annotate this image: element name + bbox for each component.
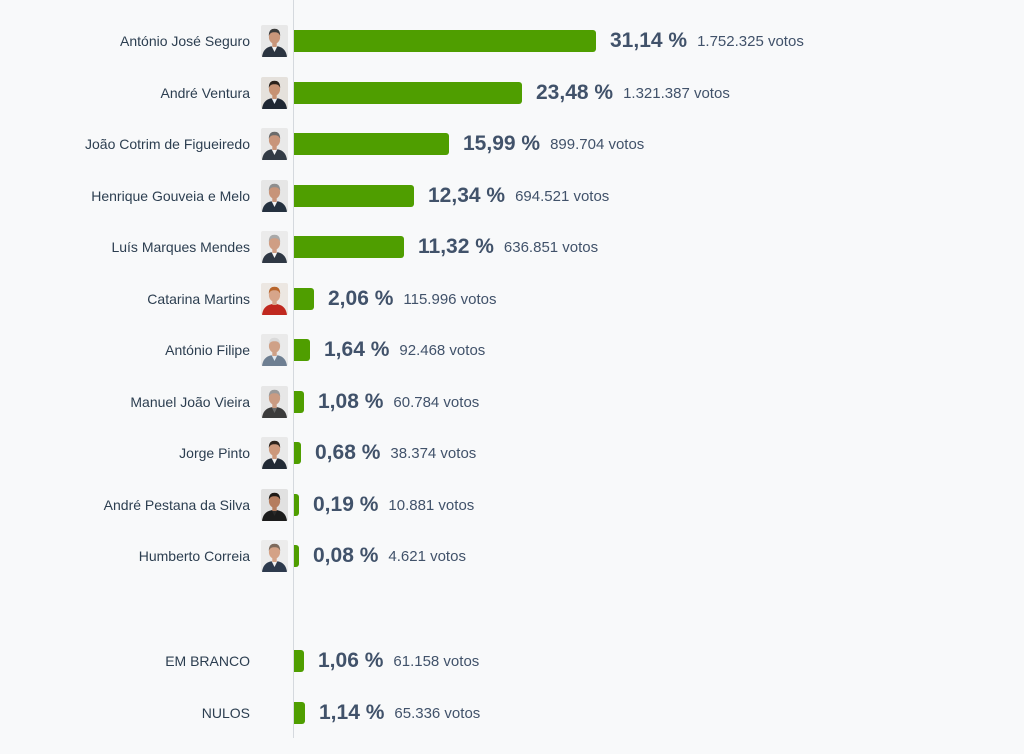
candidate-row: André Ventura 23,48 % 1.321.387 votos bbox=[0, 73, 1024, 113]
candidate-photo-icon bbox=[261, 540, 288, 572]
candidate-bar bbox=[294, 288, 314, 310]
candidate-bar bbox=[294, 494, 299, 516]
candidate-name: Henrique Gouveia e Melo bbox=[91, 188, 250, 204]
candidate-bar bbox=[294, 545, 299, 567]
candidate-row: Humberto Correia 0,08 % 4.621 votos bbox=[0, 536, 1024, 576]
candidate-bar bbox=[294, 133, 449, 155]
candidate-name: Humberto Correia bbox=[138, 548, 250, 564]
candidate-photo-icon bbox=[261, 386, 288, 418]
candidate-photo-icon bbox=[261, 437, 288, 469]
other-row: EM BRANCO 1,06 % 61.158 votos bbox=[0, 641, 1024, 681]
other-percent-label: 1,14 % bbox=[319, 701, 385, 724]
candidate-percent-label: 23,48 % bbox=[536, 81, 614, 104]
candidate-percent-label: 11,32 % bbox=[418, 235, 494, 258]
candidate-votes-label: 60.784 votos bbox=[393, 394, 480, 411]
candidate-votes-label: 115.996 votos bbox=[403, 291, 497, 308]
candidate-row: Manuel João Vieira 1,08 % 60.784 votos bbox=[0, 382, 1024, 422]
candidate-percent-label: 0,19 % bbox=[313, 493, 379, 516]
candidate-photo-icon bbox=[261, 77, 288, 109]
other-bar bbox=[294, 702, 305, 724]
candidate-photo-icon bbox=[261, 231, 288, 263]
candidate-row: Henrique Gouveia e Melo 12,34 % 694.521 v… bbox=[0, 176, 1024, 216]
candidate-name: André Ventura bbox=[160, 85, 250, 101]
candidate-votes-label: 694.521 votos bbox=[515, 188, 610, 205]
candidate-bar bbox=[294, 339, 310, 361]
candidate-votes-label: 899.704 votos bbox=[550, 136, 645, 153]
candidate-bar bbox=[294, 82, 522, 104]
candidate-percent-label: 0,08 % bbox=[313, 544, 379, 567]
other-name: NULOS bbox=[201, 705, 250, 721]
candidate-name: Catarina Martins bbox=[147, 291, 250, 307]
candidate-votes-label: 4.621 votos bbox=[388, 548, 466, 565]
other-percent-label: 1,06 % bbox=[318, 649, 384, 672]
candidate-name: António José Seguro bbox=[120, 33, 250, 49]
candidate-row: Jorge Pinto 0,68 % 38.374 votos bbox=[0, 433, 1024, 473]
candidate-bar bbox=[294, 185, 414, 207]
other-votes-label: 65.336 votos bbox=[394, 705, 481, 722]
candidate-votes-label: 636.851 votos bbox=[503, 239, 599, 256]
other-row: NULOS 1,14 % 65.336 votos bbox=[0, 693, 1024, 733]
candidate-row: João Cotrim de Figueiredo 15,99 % 899.704… bbox=[0, 124, 1024, 164]
candidate-name: Jorge Pinto bbox=[179, 445, 250, 461]
candidate-votes-label: 1.321.387 votos bbox=[623, 85, 730, 102]
candidate-bar bbox=[294, 30, 596, 52]
candidate-votes-label: 38.374 votos bbox=[390, 445, 477, 462]
candidate-photo-icon bbox=[261, 489, 288, 521]
candidate-photo-icon bbox=[261, 283, 288, 315]
candidate-bar bbox=[294, 442, 301, 464]
candidate-name: Luís Marques Mendes bbox=[111, 239, 250, 255]
other-votes-label: 61.158 votos bbox=[393, 653, 480, 670]
candidate-name: João Cotrim de Figueiredo bbox=[85, 136, 250, 152]
candidate-row: Catarina Martins 2,06 % 115.996 votos bbox=[0, 279, 1024, 319]
candidate-row: Luís Marques Mendes 11,32 % 636.851 votos bbox=[0, 227, 1024, 267]
candidate-percent-label: 2,06 % bbox=[328, 287, 394, 310]
candidate-bar bbox=[294, 391, 304, 413]
candidate-percent-label: 1,08 % bbox=[318, 390, 384, 413]
candidate-votes-label: 92.468 votos bbox=[399, 342, 486, 359]
candidate-row: António José Seguro 31,14 % 1.752.325 vot… bbox=[0, 21, 1024, 61]
candidate-photo-icon bbox=[261, 25, 288, 57]
candidate-name: Manuel João Vieira bbox=[130, 394, 250, 410]
candidate-percent-label: 31,14 % bbox=[610, 29, 688, 52]
candidate-row: António Filipe 1,64 % 92.468 votos bbox=[0, 330, 1024, 370]
candidate-photo-icon bbox=[261, 180, 288, 212]
candidate-percent-label: 1,64 % bbox=[324, 338, 390, 361]
candidate-name: António Filipe bbox=[165, 342, 250, 358]
other-bar bbox=[294, 650, 304, 672]
candidate-bar bbox=[294, 236, 404, 258]
other-name: EM BRANCO bbox=[165, 653, 250, 669]
candidate-row: André Pestana da Silva 0,19 % 10.881 voto… bbox=[0, 485, 1024, 525]
candidate-name: André Pestana da Silva bbox=[103, 497, 250, 513]
candidate-photo-icon bbox=[261, 128, 288, 160]
chart-axis-line bbox=[293, 0, 294, 738]
candidate-percent-label: 0,68 % bbox=[315, 441, 381, 464]
candidate-percent-label: 15,99 % bbox=[463, 132, 541, 155]
candidate-percent-label: 12,34 % bbox=[428, 184, 506, 207]
candidate-photo-icon bbox=[261, 334, 288, 366]
candidate-votes-label: 1.752.325 votos bbox=[697, 33, 804, 50]
candidate-votes-label: 10.881 votos bbox=[388, 497, 475, 514]
